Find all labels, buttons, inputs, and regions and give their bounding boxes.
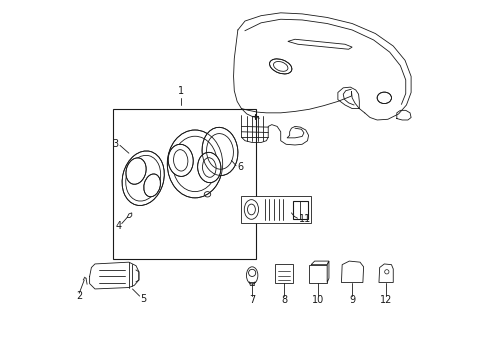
Text: 2: 2 xyxy=(76,291,82,301)
Ellipse shape xyxy=(246,267,258,284)
Polygon shape xyxy=(288,39,352,49)
Ellipse shape xyxy=(126,158,146,184)
Ellipse shape xyxy=(144,174,160,197)
Bar xyxy=(309,265,327,283)
Ellipse shape xyxy=(168,144,193,176)
Text: 5: 5 xyxy=(140,294,147,303)
Ellipse shape xyxy=(197,152,221,183)
Bar xyxy=(293,201,308,219)
Text: 1: 1 xyxy=(178,86,184,96)
Bar xyxy=(242,196,311,223)
Polygon shape xyxy=(379,264,393,283)
Text: 12: 12 xyxy=(380,295,392,305)
Bar xyxy=(113,109,256,258)
Ellipse shape xyxy=(122,151,164,206)
Ellipse shape xyxy=(167,130,222,198)
Text: 9: 9 xyxy=(349,295,355,305)
Text: 10: 10 xyxy=(312,295,324,305)
Bar xyxy=(275,264,293,283)
Polygon shape xyxy=(90,262,139,289)
Polygon shape xyxy=(327,261,329,283)
Text: 11: 11 xyxy=(298,214,311,224)
Text: 7: 7 xyxy=(249,295,255,305)
Ellipse shape xyxy=(270,59,292,74)
Text: 8: 8 xyxy=(281,295,287,305)
Polygon shape xyxy=(311,261,329,265)
Ellipse shape xyxy=(377,92,392,104)
Polygon shape xyxy=(127,213,132,217)
Ellipse shape xyxy=(202,127,238,175)
Polygon shape xyxy=(342,261,364,283)
Text: 4: 4 xyxy=(115,221,121,231)
Ellipse shape xyxy=(245,200,259,219)
Text: 6: 6 xyxy=(237,162,243,172)
Text: 3: 3 xyxy=(113,139,119,149)
